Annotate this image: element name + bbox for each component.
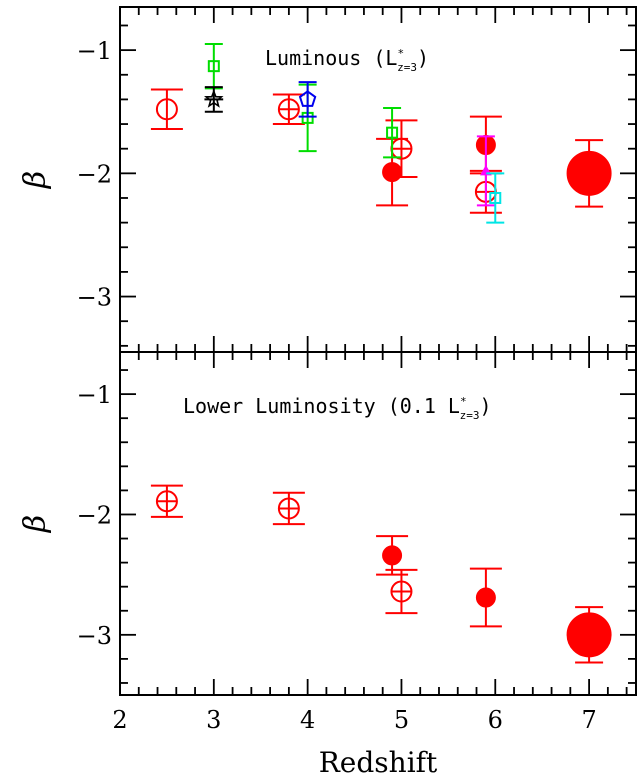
panel-annotation: Lower Luminosity (0.1 L* z=3) xyxy=(183,394,492,422)
y-tick-label: −1 xyxy=(77,381,112,409)
plot-frame xyxy=(119,351,637,696)
panel-luminous: −1 −2 −3 β Luminous (L* z=3) xyxy=(18,6,637,353)
data-point-open-square xyxy=(486,172,505,224)
data-point-open-square xyxy=(383,107,402,159)
marker xyxy=(386,126,399,139)
x-tick-label: 5 xyxy=(394,706,409,734)
marker xyxy=(204,89,224,108)
y-axis-label: β xyxy=(18,171,53,189)
x-axis-label: Redshift xyxy=(319,746,438,779)
x-tick-label: 7 xyxy=(581,706,596,734)
x-tick-label: 3 xyxy=(206,706,221,734)
data-point-open-square xyxy=(204,42,223,90)
data-point-open-circle xyxy=(150,88,183,130)
data-point-pentagon xyxy=(298,81,317,118)
marker xyxy=(475,587,496,608)
x-tick-label: 4 xyxy=(300,706,315,734)
data-point-big-filled-circle xyxy=(566,139,612,208)
data-point-open-circle xyxy=(150,484,183,518)
marker xyxy=(298,90,317,107)
marker xyxy=(489,191,502,204)
y-axis-label: β xyxy=(18,515,53,533)
axis-labels: Redshift xyxy=(319,746,438,779)
x-tick-label: 2 xyxy=(112,706,127,734)
marker xyxy=(566,612,612,658)
y-tick-label: −3 xyxy=(77,622,112,650)
marker xyxy=(207,60,220,73)
data-point-open-circle xyxy=(272,93,305,126)
data-point-star xyxy=(204,86,224,113)
marker xyxy=(390,580,413,603)
marker xyxy=(155,98,178,121)
panel-annotation: Luminous (L* z=3) xyxy=(265,46,429,74)
marker xyxy=(382,162,403,183)
data-point-open-circle xyxy=(272,491,305,526)
marker xyxy=(155,490,178,513)
y-tick-label: −1 xyxy=(77,37,112,65)
data-point-filled-circle xyxy=(376,535,409,576)
y-tick-label: −2 xyxy=(77,501,112,529)
y-tick-label: −3 xyxy=(77,284,112,312)
y-tick-label: −2 xyxy=(77,160,112,188)
marker xyxy=(566,150,612,196)
data-point-big-filled-circle xyxy=(566,606,612,664)
data-point-open-circle xyxy=(385,568,418,615)
marker xyxy=(277,98,300,121)
marker xyxy=(382,545,403,566)
marker xyxy=(277,497,300,520)
panel-lower-luminosity: −1 −2 −3 2 3 4 5 6 7 β Lower Luminosity (0.1 L* z=3… xyxy=(18,351,637,734)
x-tick-label: 6 xyxy=(488,706,503,734)
data-point-filled-circle xyxy=(469,567,502,628)
